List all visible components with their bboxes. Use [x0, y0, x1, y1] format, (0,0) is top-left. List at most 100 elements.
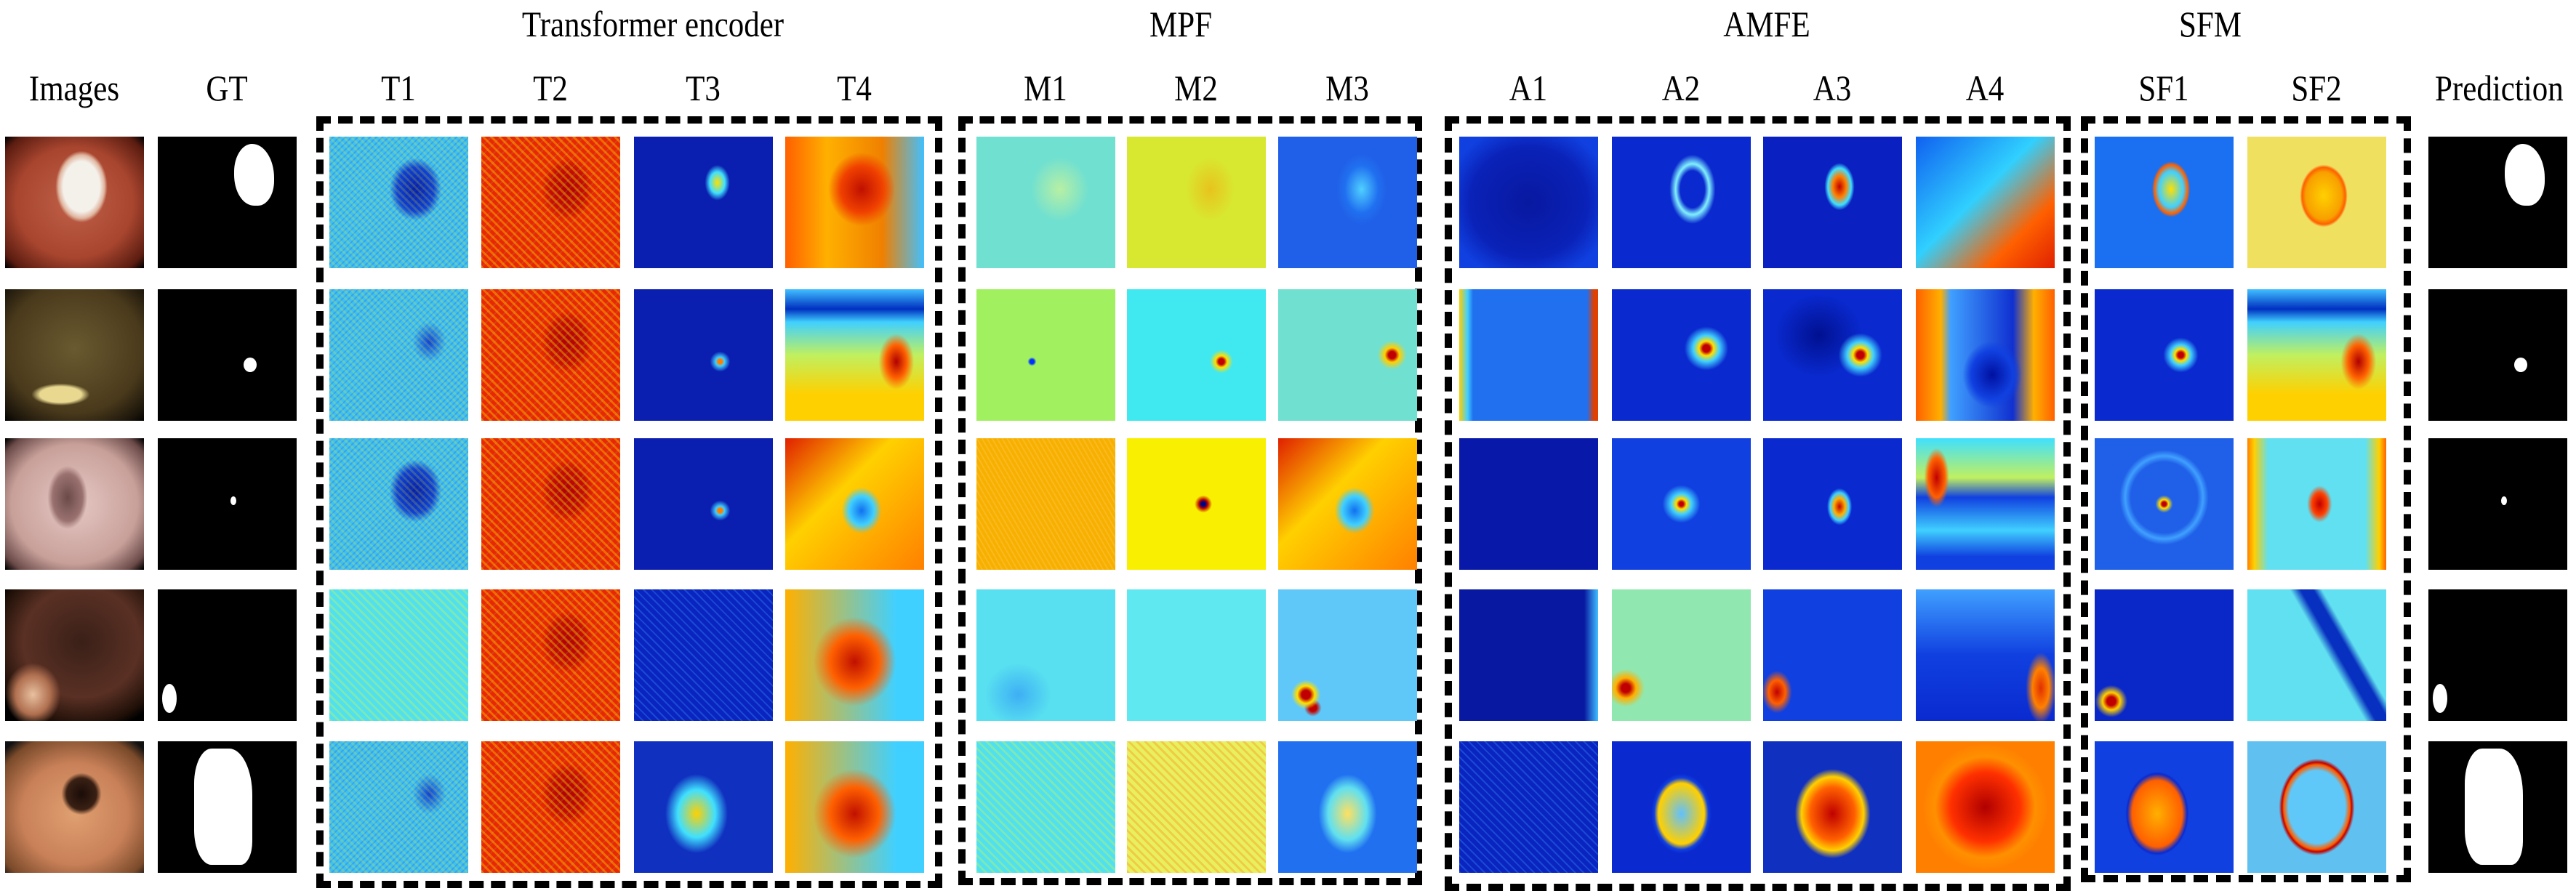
heatmap-a2-row-4 [1612, 589, 1751, 721]
heatmap-a1-row-3 [1459, 438, 1598, 570]
heatmap-m3-row-5 [1278, 741, 1417, 873]
heatmap-sf2-row-1 [2247, 137, 2386, 268]
column-label-prediction: Prediction [2435, 68, 2564, 108]
mask-region [2514, 358, 2527, 372]
column-label-a3: A3 [1813, 68, 1852, 108]
group-title-mpf: MPF [1149, 4, 1213, 44]
column-label-t2: T2 [533, 68, 568, 108]
heatmap-a3-row-2 [1763, 289, 1902, 421]
column-label-images: Images [28, 68, 120, 108]
ground-truth-mask-row-1 [158, 137, 297, 268]
amfe-box [1445, 116, 2071, 891]
mask-region [2505, 144, 2545, 206]
heatmap-t4-row-4 [785, 589, 924, 721]
column-label-sf2: SF2 [2291, 68, 2342, 108]
input-image-row-3 [5, 438, 144, 570]
heatmap-a1-row-5 [1459, 741, 1598, 873]
heatmap-m2-row-4 [1127, 589, 1266, 721]
column-label-a2: A2 [1661, 68, 1701, 108]
heatmap-a2-row-5 [1612, 741, 1751, 873]
heatmap-t3-row-2 [634, 289, 773, 421]
column-label-a4: A4 [1965, 68, 2005, 108]
prediction-mask-row-5 [2428, 741, 2567, 873]
heatmap-t3-row-1 [634, 137, 773, 268]
heatmap-a1-row-4 [1459, 589, 1598, 721]
column-label-m3: M3 [1325, 68, 1369, 108]
heatmap-t4-row-1 [785, 137, 924, 268]
prediction-mask-row-1 [2428, 137, 2567, 268]
mask-region [2433, 684, 2447, 713]
heatmap-t3-row-3 [634, 438, 773, 570]
heatmap-sf2-row-4 [2247, 589, 2386, 721]
heatmap-t1-row-2 [329, 289, 468, 421]
column-label-t4: T4 [837, 68, 872, 108]
heatmap-a4-row-1 [1916, 137, 2055, 268]
input-image-row-4 [5, 589, 144, 721]
heatmap-a3-row-1 [1763, 137, 1902, 268]
heatmap-t2-row-5 [481, 741, 620, 873]
heatmap-t2-row-2 [481, 289, 620, 421]
heatmap-t2-row-4 [481, 589, 620, 721]
prediction-mask-row-3 [2428, 438, 2567, 570]
column-label-m1: M1 [1024, 68, 1067, 108]
heatmap-t2-row-3 [481, 438, 620, 570]
mask-region [2465, 749, 2523, 865]
group-title-amfe: AMFE [1723, 4, 1810, 44]
column-label-a1: A1 [1509, 68, 1548, 108]
heatmap-m3-row-2 [1278, 289, 1417, 421]
heatmap-a2-row-1 [1612, 137, 1751, 268]
mask-region [162, 684, 177, 713]
ground-truth-mask-row-3 [158, 438, 297, 570]
heatmap-m3-row-4 [1278, 589, 1417, 721]
ground-truth-mask-row-4 [158, 589, 297, 721]
heatmap-sf2-row-3 [2247, 438, 2386, 570]
mask-region [244, 358, 257, 372]
heatmap-t4-row-3 [785, 438, 924, 570]
heatmap-a4-row-4 [1916, 589, 2055, 721]
heatmap-sf1-row-2 [2095, 289, 2234, 421]
group-title-transformer-encoder: Transformer encoder [521, 4, 785, 44]
sfm-box [2081, 116, 2411, 882]
input-image-row-5 [5, 741, 144, 873]
group-title-sfm: SFM [2178, 4, 2242, 44]
heatmap-a3-row-3 [1763, 438, 1902, 570]
heatmap-m1-row-2 [976, 289, 1115, 421]
mpf-box [958, 116, 1422, 885]
heatmap-m3-row-3 [1278, 438, 1417, 570]
heatmap-sf2-row-5 [2247, 741, 2386, 873]
heatmap-m2-row-2 [1127, 289, 1266, 421]
heatmap-m3-row-1 [1278, 137, 1417, 268]
heatmap-t4-row-2 [785, 289, 924, 421]
heatmap-a3-row-4 [1763, 589, 1902, 721]
mask-region [2501, 496, 2507, 505]
column-label-sf1: SF1 [2138, 68, 2189, 108]
mask-region [234, 144, 274, 206]
ground-truth-mask-row-5 [158, 741, 297, 873]
heatmap-m2-row-5 [1127, 741, 1266, 873]
heatmap-t3-row-4 [634, 589, 773, 721]
mask-region [230, 496, 236, 505]
column-label-t1: T1 [381, 68, 416, 108]
heatmap-sf2-row-2 [2247, 289, 2386, 421]
heatmap-m2-row-1 [1127, 137, 1266, 268]
heatmap-t2-row-1 [481, 137, 620, 268]
input-image-row-2 [5, 289, 144, 421]
heatmap-t1-row-4 [329, 589, 468, 721]
column-label-m2: M2 [1174, 68, 1218, 108]
heatmap-m1-row-1 [976, 137, 1115, 268]
heatmap-a2-row-2 [1612, 289, 1751, 421]
heatmap-sf1-row-3 [2095, 438, 2234, 570]
heatmap-t1-row-3 [329, 438, 468, 570]
heatmap-sf1-row-5 [2095, 741, 2234, 873]
heatmap-a1-row-2 [1459, 289, 1598, 421]
heatmap-t1-row-1 [329, 137, 468, 268]
heatmap-m1-row-3 [976, 438, 1115, 570]
heatmap-t3-row-5 [634, 741, 773, 873]
column-label-gt: GT [206, 68, 248, 108]
heatmap-m1-row-5 [976, 741, 1115, 873]
heatmap-a2-row-3 [1612, 438, 1751, 570]
prediction-mask-row-2 [2428, 289, 2567, 421]
heatmap-sf1-row-1 [2095, 137, 2234, 268]
heatmap-m2-row-3 [1127, 438, 1266, 570]
heatmap-a1-row-1 [1459, 137, 1598, 268]
